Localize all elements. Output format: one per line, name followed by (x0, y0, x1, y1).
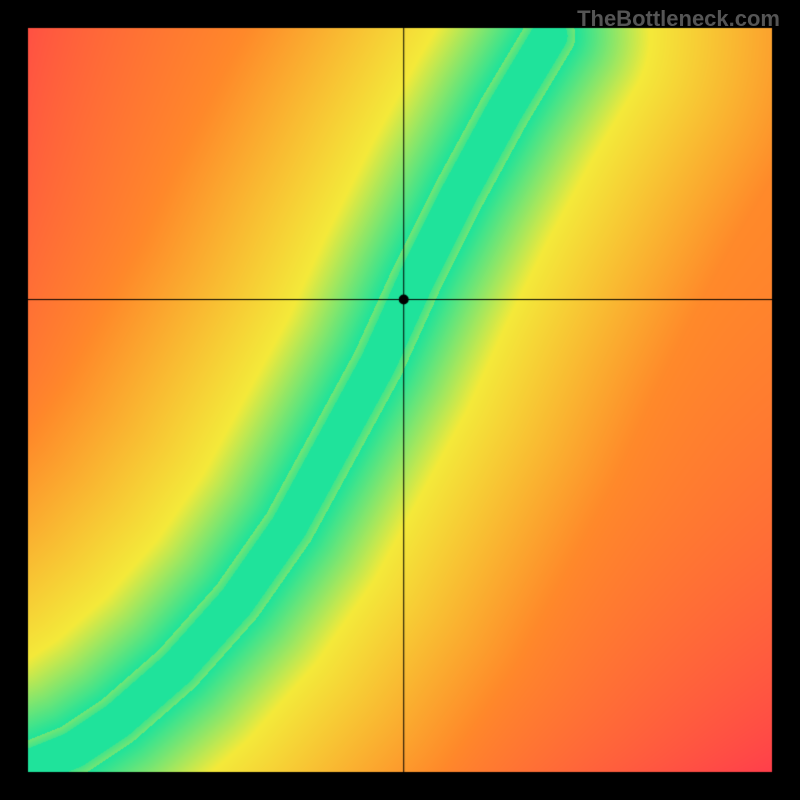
chart-container: TheBottleneck.com (0, 0, 800, 800)
watermark-text: TheBottleneck.com (577, 6, 780, 32)
heatmap-canvas (0, 0, 800, 800)
